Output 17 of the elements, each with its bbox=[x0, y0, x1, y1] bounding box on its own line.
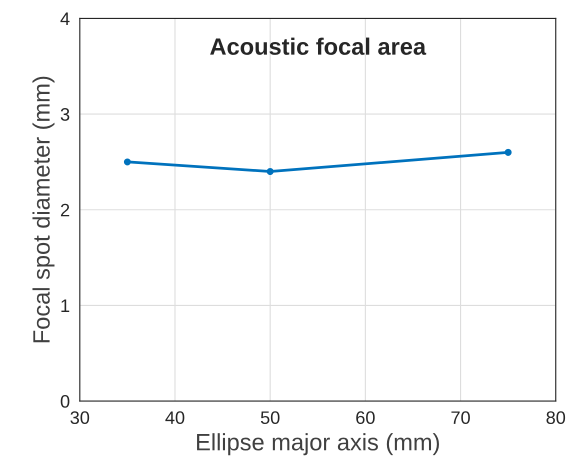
x-tick-label: 80 bbox=[546, 411, 566, 424]
y-axis-title: Focal spot diameter (mm) bbox=[32, 76, 54, 342]
y-tick-label: 1 bbox=[61, 300, 70, 312]
x-tick-label: 30 bbox=[70, 411, 90, 424]
point bbox=[266, 168, 274, 175]
x-tick-label: 40 bbox=[165, 411, 184, 424]
text: Acoustic focal area bbox=[210, 38, 426, 55]
x-axis-title: Ellipse major axis (mm) bbox=[197, 433, 439, 456]
y-tick-label: 0 bbox=[60, 395, 70, 408]
point bbox=[124, 158, 131, 166]
point bbox=[504, 148, 512, 156]
y-tick-label: 2 bbox=[60, 204, 70, 216]
x-tick-label: 60 bbox=[356, 411, 375, 424]
x-tick-label: 50 bbox=[260, 411, 280, 424]
y-tick-label: 4 bbox=[60, 12, 70, 25]
x-tick-label: 70 bbox=[451, 411, 470, 424]
y-tick-label: 3 bbox=[60, 108, 70, 121]
